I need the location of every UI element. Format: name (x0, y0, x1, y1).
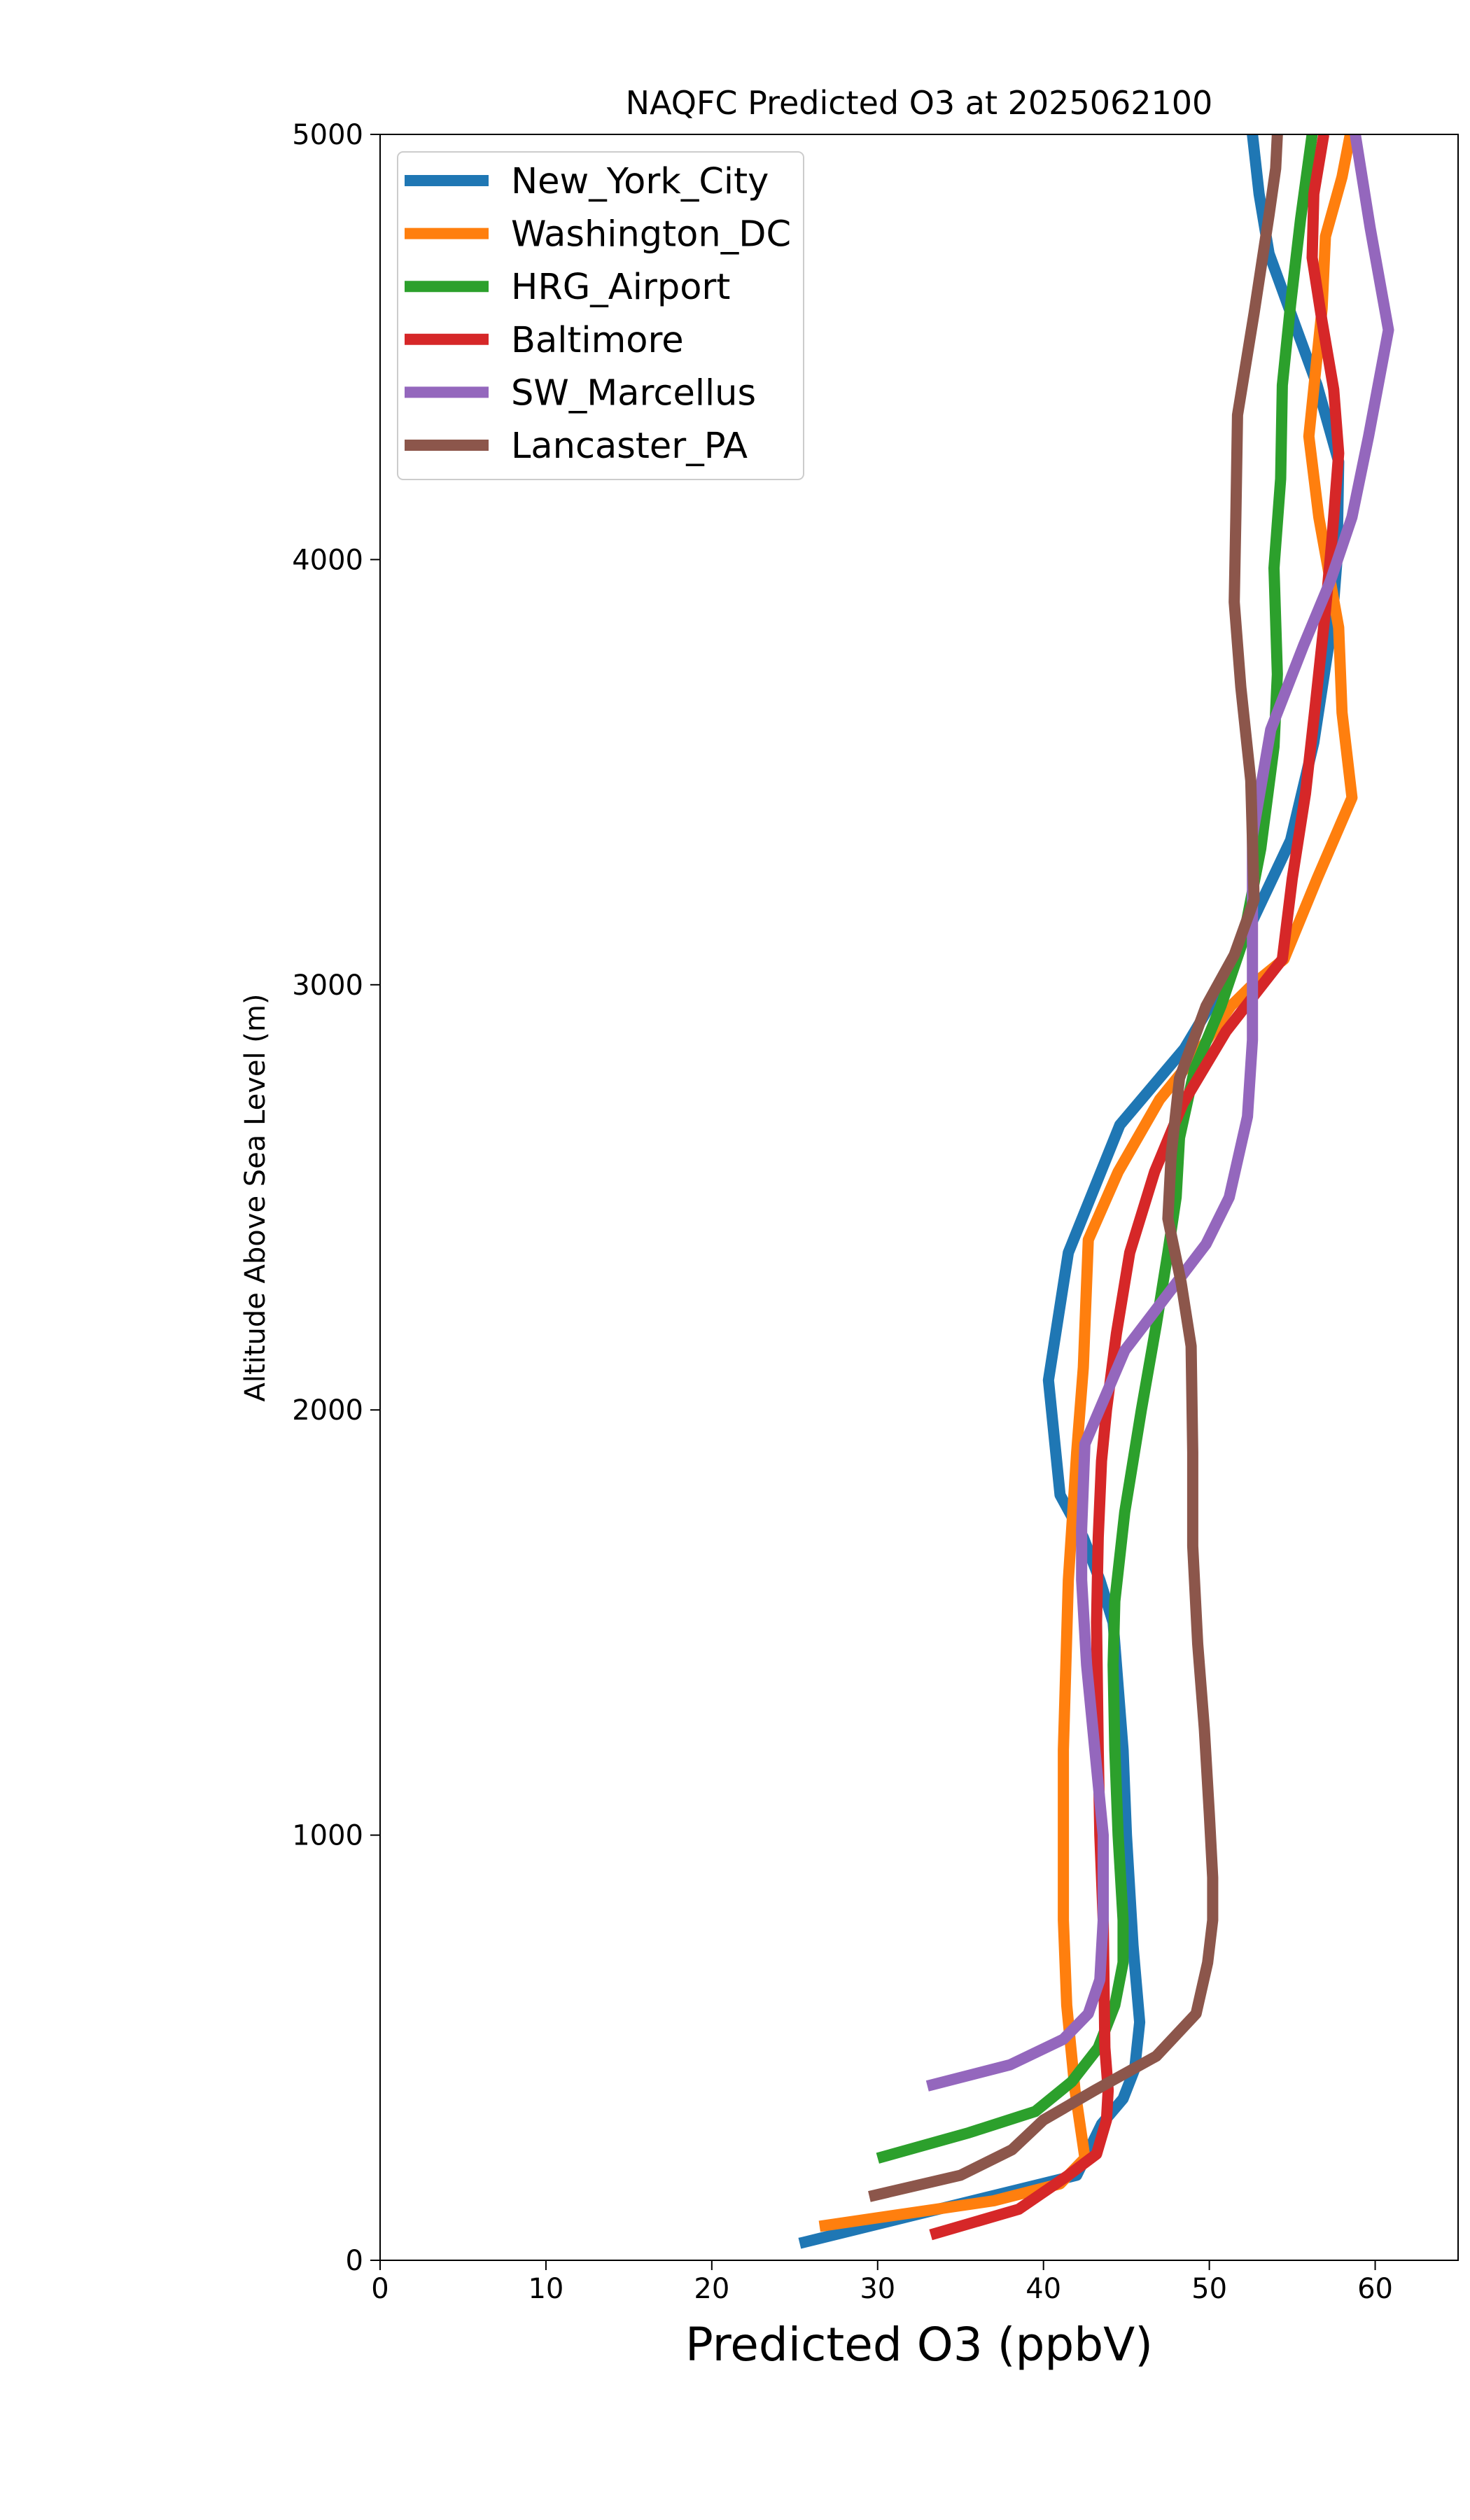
x-tick-label: 0 (371, 2273, 388, 2305)
legend-label-hrg-airport: HRG_Airport (511, 267, 730, 308)
y-tick-label: 5000 (292, 119, 363, 151)
series-line-new-york-city (798, 134, 1345, 2249)
y-axis: 0 1000 2000 3000 4000 5000 (292, 119, 380, 2277)
legend-label-washington-dc: Washington_DC (511, 214, 791, 255)
y-tick-label: 2000 (292, 1394, 363, 1427)
series-line-hrg-airport (876, 134, 1318, 2164)
x-tick-label: 20 (694, 2273, 729, 2305)
y-tick-label: 0 (346, 2245, 363, 2277)
legend-box (397, 151, 804, 480)
x-tick-label: 10 (528, 2273, 564, 2305)
legend-label-baltimore: Baltimore (511, 320, 684, 361)
series-line-sw-marcellus (925, 134, 1394, 2092)
chart-title: NAQFC Predicted O3 at 2025062100 (626, 84, 1213, 122)
legend: New_York_City Washington_DC HRG_Airport Bal… (397, 151, 804, 480)
y-tick-label: 4000 (292, 544, 363, 576)
plot-frame (379, 134, 1459, 2261)
series-line-baltimore (929, 134, 1345, 2241)
x-tick-label: 30 (860, 2273, 895, 2305)
y-tick-label: 1000 (292, 1820, 363, 1852)
y-tick-label: 3000 (292, 969, 363, 1002)
x-tick-label: 60 (1357, 2273, 1393, 2305)
legend-label-lancaster-pa: Lancaster_PA (511, 426, 748, 467)
x-tick-label: 40 (1026, 2273, 1061, 2305)
y-axis-label: Altitude Above Sea Level (m) (239, 994, 272, 1402)
x-tick-label: 50 (1191, 2273, 1227, 2305)
x-axis: 0 10 20 30 40 50 60 (371, 2260, 1393, 2305)
series-line-lancaster-pa (868, 134, 1283, 2202)
series-layer (798, 134, 1394, 2249)
legend-label-new-york-city: New_York_City (511, 161, 769, 202)
legend-label-sw-marcellus: SW_Marcellus (511, 372, 756, 414)
x-axis-label: Predicted O3 (ppbV) (685, 2318, 1153, 2372)
